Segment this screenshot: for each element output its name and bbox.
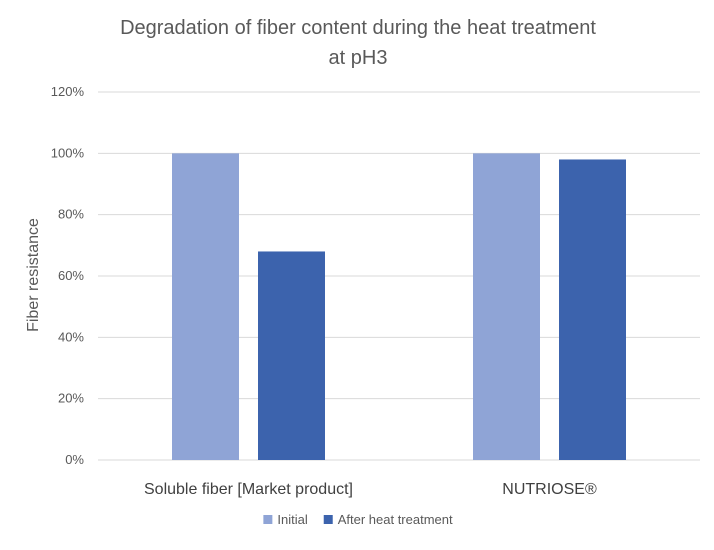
legend-swatch [323, 515, 333, 524]
y-tick-label: 80% [58, 207, 84, 222]
x-category-label: Soluble fiber [Market product] [144, 481, 353, 498]
bar [559, 159, 626, 460]
legend-label: After heat treatment [338, 512, 453, 527]
x-axis-categories: Soluble fiber [Market product] NUTRIOSE® [144, 481, 597, 498]
legend: Initial After heat treatment [263, 512, 453, 527]
bar [473, 153, 540, 461]
bar [258, 251, 325, 460]
y-tick-label: 40% [58, 329, 84, 344]
y-axis-title: Fiber resistance [25, 218, 42, 332]
y-tick-label: 60% [58, 268, 84, 283]
x-category-label: NUTRIOSE® [502, 481, 597, 498]
y-tick-label: 120% [51, 84, 85, 99]
y-tick-label: 100% [51, 145, 85, 160]
bars [172, 153, 626, 461]
y-tick-label: 0% [65, 452, 84, 467]
y-axis-ticks: 0% 20% 40% 60% 80% 100% 120% [51, 84, 85, 467]
legend-swatch [263, 515, 273, 524]
bar [172, 153, 239, 461]
chart-title-line-1: Degradation of fiber content during the … [120, 17, 596, 39]
y-tick-label: 20% [58, 391, 84, 406]
chart-title-line-2: at pH3 [329, 47, 388, 69]
legend-label: Initial [277, 512, 307, 527]
